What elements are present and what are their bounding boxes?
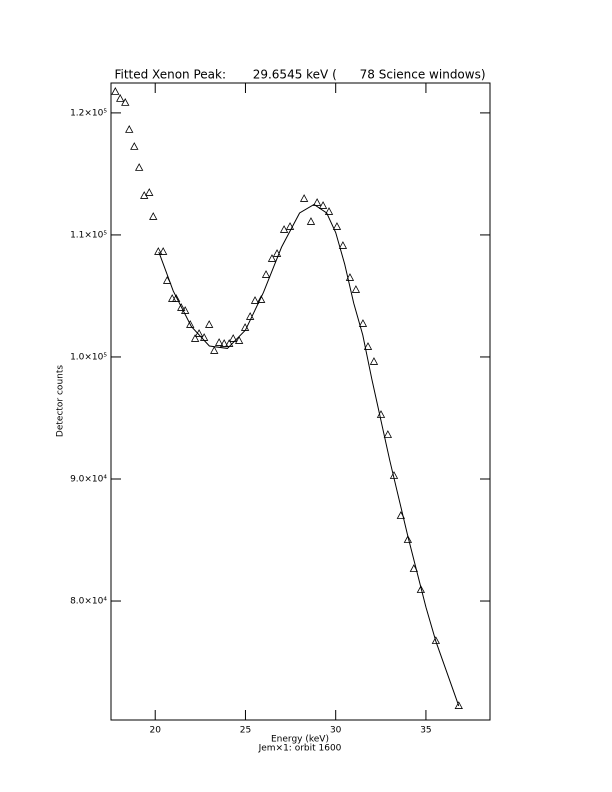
- data-point: [125, 125, 134, 133]
- data-point: [403, 535, 413, 543]
- data-point: [431, 636, 441, 644]
- y-tick-label: 9.0×10⁴: [70, 474, 107, 484]
- data-point: [261, 270, 271, 278]
- data-point: [154, 247, 163, 255]
- data-point: [116, 94, 125, 102]
- data-point: [111, 87, 120, 95]
- y-tick-label: 1.2×10⁵: [70, 108, 107, 118]
- data-point: [234, 336, 244, 344]
- data-point: [229, 334, 238, 342]
- plot-frame: [110, 82, 491, 721]
- data-point: [338, 241, 348, 249]
- data-point: [145, 188, 154, 196]
- data-point: [267, 254, 277, 262]
- data-point: [332, 222, 342, 230]
- data-point: [134, 163, 144, 171]
- data-point: [416, 585, 426, 593]
- y-tick-label: 1.1×10⁵: [70, 230, 107, 240]
- data-point: [177, 303, 186, 311]
- y-tick-label: 1.0×10⁵: [70, 352, 107, 362]
- x-tick-label: 30: [330, 726, 342, 736]
- data-point: [190, 334, 200, 342]
- data-point: [376, 410, 386, 418]
- data-point: [210, 346, 219, 354]
- subtitle: Jem×1: orbit 1600: [258, 744, 342, 754]
- data-point: [306, 217, 316, 225]
- x-tick-label: 25: [240, 726, 251, 736]
- data-point: [205, 320, 214, 328]
- x-tick-label: 20: [149, 726, 161, 736]
- data-point: [158, 247, 168, 255]
- data-point: [121, 98, 130, 106]
- data-point: [312, 198, 322, 206]
- data-point: [130, 142, 139, 150]
- data-point: [186, 320, 195, 328]
- data-point: [363, 342, 373, 350]
- data-point: [358, 319, 368, 327]
- data-point: [168, 294, 177, 302]
- data-point: [250, 296, 260, 304]
- data-point: [219, 339, 229, 347]
- data-point: [279, 225, 289, 233]
- data-point: [256, 295, 266, 303]
- data-point: [454, 701, 463, 709]
- data-point: [149, 212, 158, 220]
- data-point: [214, 338, 224, 346]
- data-point: [285, 222, 295, 230]
- chart-title: Fitted Xenon Peak: 29.6545 keV ( 78 Scie…: [114, 68, 485, 82]
- data-point: [171, 294, 181, 302]
- data-point: [324, 207, 334, 215]
- x-tick-label: 35: [420, 726, 431, 736]
- data-point: [318, 201, 328, 209]
- y-tick-label: 8.0×10⁴: [70, 597, 107, 607]
- fit-line: [158, 203, 460, 707]
- y-axis-label: Detector counts: [56, 365, 66, 437]
- data-point: [383, 430, 393, 438]
- data-point: [351, 285, 361, 293]
- data-point: [369, 357, 379, 365]
- x-axis-label: Energy (keV): [271, 735, 329, 745]
- data-point: [299, 194, 309, 202]
